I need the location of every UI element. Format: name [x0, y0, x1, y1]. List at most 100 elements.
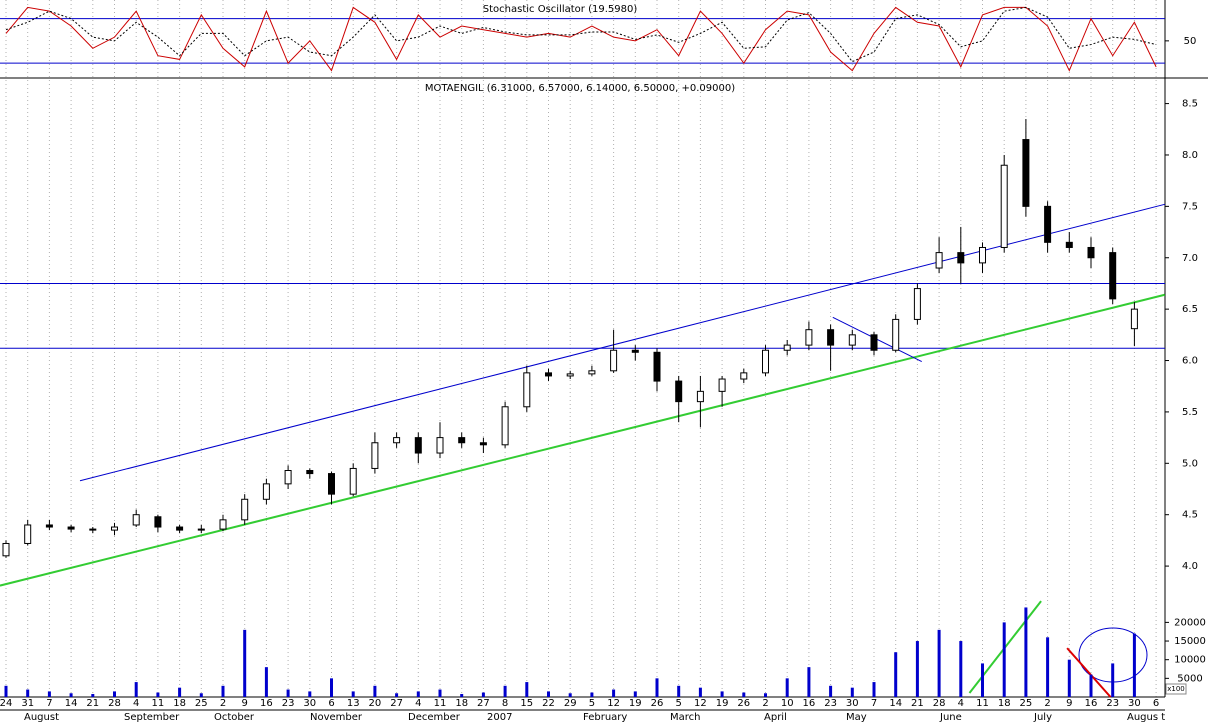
- candle-body: [718, 378, 726, 392]
- volume-bar: [568, 693, 572, 697]
- x-tick-label: 16: [1085, 698, 1098, 709]
- volume-bar: [1002, 622, 1006, 697]
- x-tick-label: 5: [676, 698, 682, 709]
- volume-bar: [742, 692, 746, 697]
- candle-body: [436, 437, 444, 454]
- volume-bar: [590, 692, 594, 697]
- volume-bar: [460, 694, 464, 697]
- x-tick-label: 11: [434, 698, 447, 709]
- stochastic-line: [5, 6, 1157, 72]
- candle-body: [631, 349, 639, 353]
- y-tick-label: 15000: [1174, 636, 1206, 647]
- x-tick-label: 6: [328, 698, 334, 709]
- candle-body: [24, 524, 32, 544]
- candle-body: [262, 483, 270, 500]
- x-tick-label: 10: [781, 698, 794, 709]
- candle-body: [696, 390, 704, 403]
- candle-body: [545, 372, 552, 377]
- x-tick-label: 2: [1044, 698, 1050, 709]
- x-tick-label: 13: [347, 698, 360, 709]
- volume-bar: [829, 685, 833, 697]
- volume-bar: [221, 685, 225, 697]
- candle-body: [935, 252, 943, 269]
- x-tick-label: 23: [1106, 698, 1119, 709]
- trend-line: [1066, 647, 1112, 698]
- candle-body: [957, 252, 965, 264]
- x-tick-label: 30: [1128, 698, 1141, 709]
- month-label: September: [124, 712, 180, 723]
- x-tick-label: 2: [762, 698, 768, 709]
- x-tick-label: 22: [542, 698, 555, 709]
- x-tick-label: 19: [716, 698, 729, 709]
- volume-bar: [199, 693, 203, 697]
- x-tick-label: 14: [889, 698, 902, 709]
- x-tick-label: 19: [629, 698, 642, 709]
- month-label: August: [24, 712, 59, 723]
- volume-bar: [438, 689, 442, 697]
- volume-bar: [872, 682, 876, 697]
- volume-bar: [69, 693, 73, 697]
- volume-bar: [351, 691, 355, 697]
- candle-body: [306, 470, 314, 475]
- volume-bar: [47, 691, 51, 697]
- x-tick-label: 25: [195, 698, 208, 709]
- unit-box: [1165, 683, 1187, 695]
- y-tick-label: 8.5: [1182, 99, 1198, 110]
- y-tick-label: 5.0: [1182, 458, 1198, 469]
- candle-body: [740, 372, 748, 380]
- x-tick-label: 12: [607, 698, 620, 709]
- volume-bar: [807, 667, 811, 697]
- x-tick-label: 4: [133, 698, 139, 709]
- candle-body: [1044, 205, 1052, 243]
- volume-bar: [633, 691, 637, 697]
- x-tick-label: 27: [390, 698, 403, 709]
- x-tick-label: 25: [1020, 698, 1033, 709]
- candle-body: [588, 370, 596, 375]
- volume-bar: [243, 629, 247, 697]
- volume-bar: [395, 693, 399, 697]
- volume-bar: [503, 685, 507, 697]
- x-tick-label: 23: [824, 698, 837, 709]
- candle-body: [2, 542, 10, 557]
- x-tick-label: 30: [846, 698, 859, 709]
- candle-body: [479, 442, 487, 446]
- y-tick-label: 5000: [1177, 673, 1202, 684]
- volume-bar: [525, 682, 529, 697]
- y-tick-label: 7.0: [1182, 253, 1198, 264]
- candle-body: [783, 344, 791, 351]
- volume-unit: x100: [1167, 685, 1185, 693]
- volume-bar: [937, 629, 941, 697]
- y-tick-label: 10000: [1174, 655, 1206, 666]
- candle-body: [241, 498, 249, 521]
- volume-bar: [308, 691, 312, 697]
- month-label: December: [408, 712, 461, 723]
- candle-body: [1109, 252, 1117, 300]
- candle-body: [45, 524, 53, 528]
- x-tick-label: 26: [737, 698, 750, 709]
- volume-bar: [264, 667, 268, 697]
- month-label: March: [670, 712, 700, 723]
- candle-body: [89, 528, 97, 531]
- x-tick-label: 23: [282, 698, 295, 709]
- candle-body: [892, 318, 900, 351]
- x-tick-label: 4: [958, 698, 964, 709]
- x-tick-label: 14: [65, 698, 78, 709]
- month-label: Augus t: [1127, 712, 1165, 723]
- x-tick-label: 9: [242, 698, 248, 709]
- candle-body: [762, 349, 769, 374]
- y-tick-label: 4.5: [1182, 510, 1198, 521]
- x-tick-label: 20: [369, 698, 382, 709]
- candle-body: [827, 329, 835, 346]
- volume-bar: [286, 689, 290, 697]
- x-tick-label: 9: [1066, 698, 1072, 709]
- x-tick-label: 26: [651, 698, 664, 709]
- candle-body: [979, 246, 986, 264]
- x-tick-label: 11: [152, 698, 165, 709]
- x-tick-label: 16: [260, 698, 273, 709]
- candle-body: [328, 473, 335, 495]
- stochastic-title: Stochastic Oscillator (19.5980): [483, 4, 638, 15]
- candle-body: [566, 373, 574, 377]
- x-tick-label: 28: [108, 698, 121, 709]
- volume-bar: [330, 678, 333, 697]
